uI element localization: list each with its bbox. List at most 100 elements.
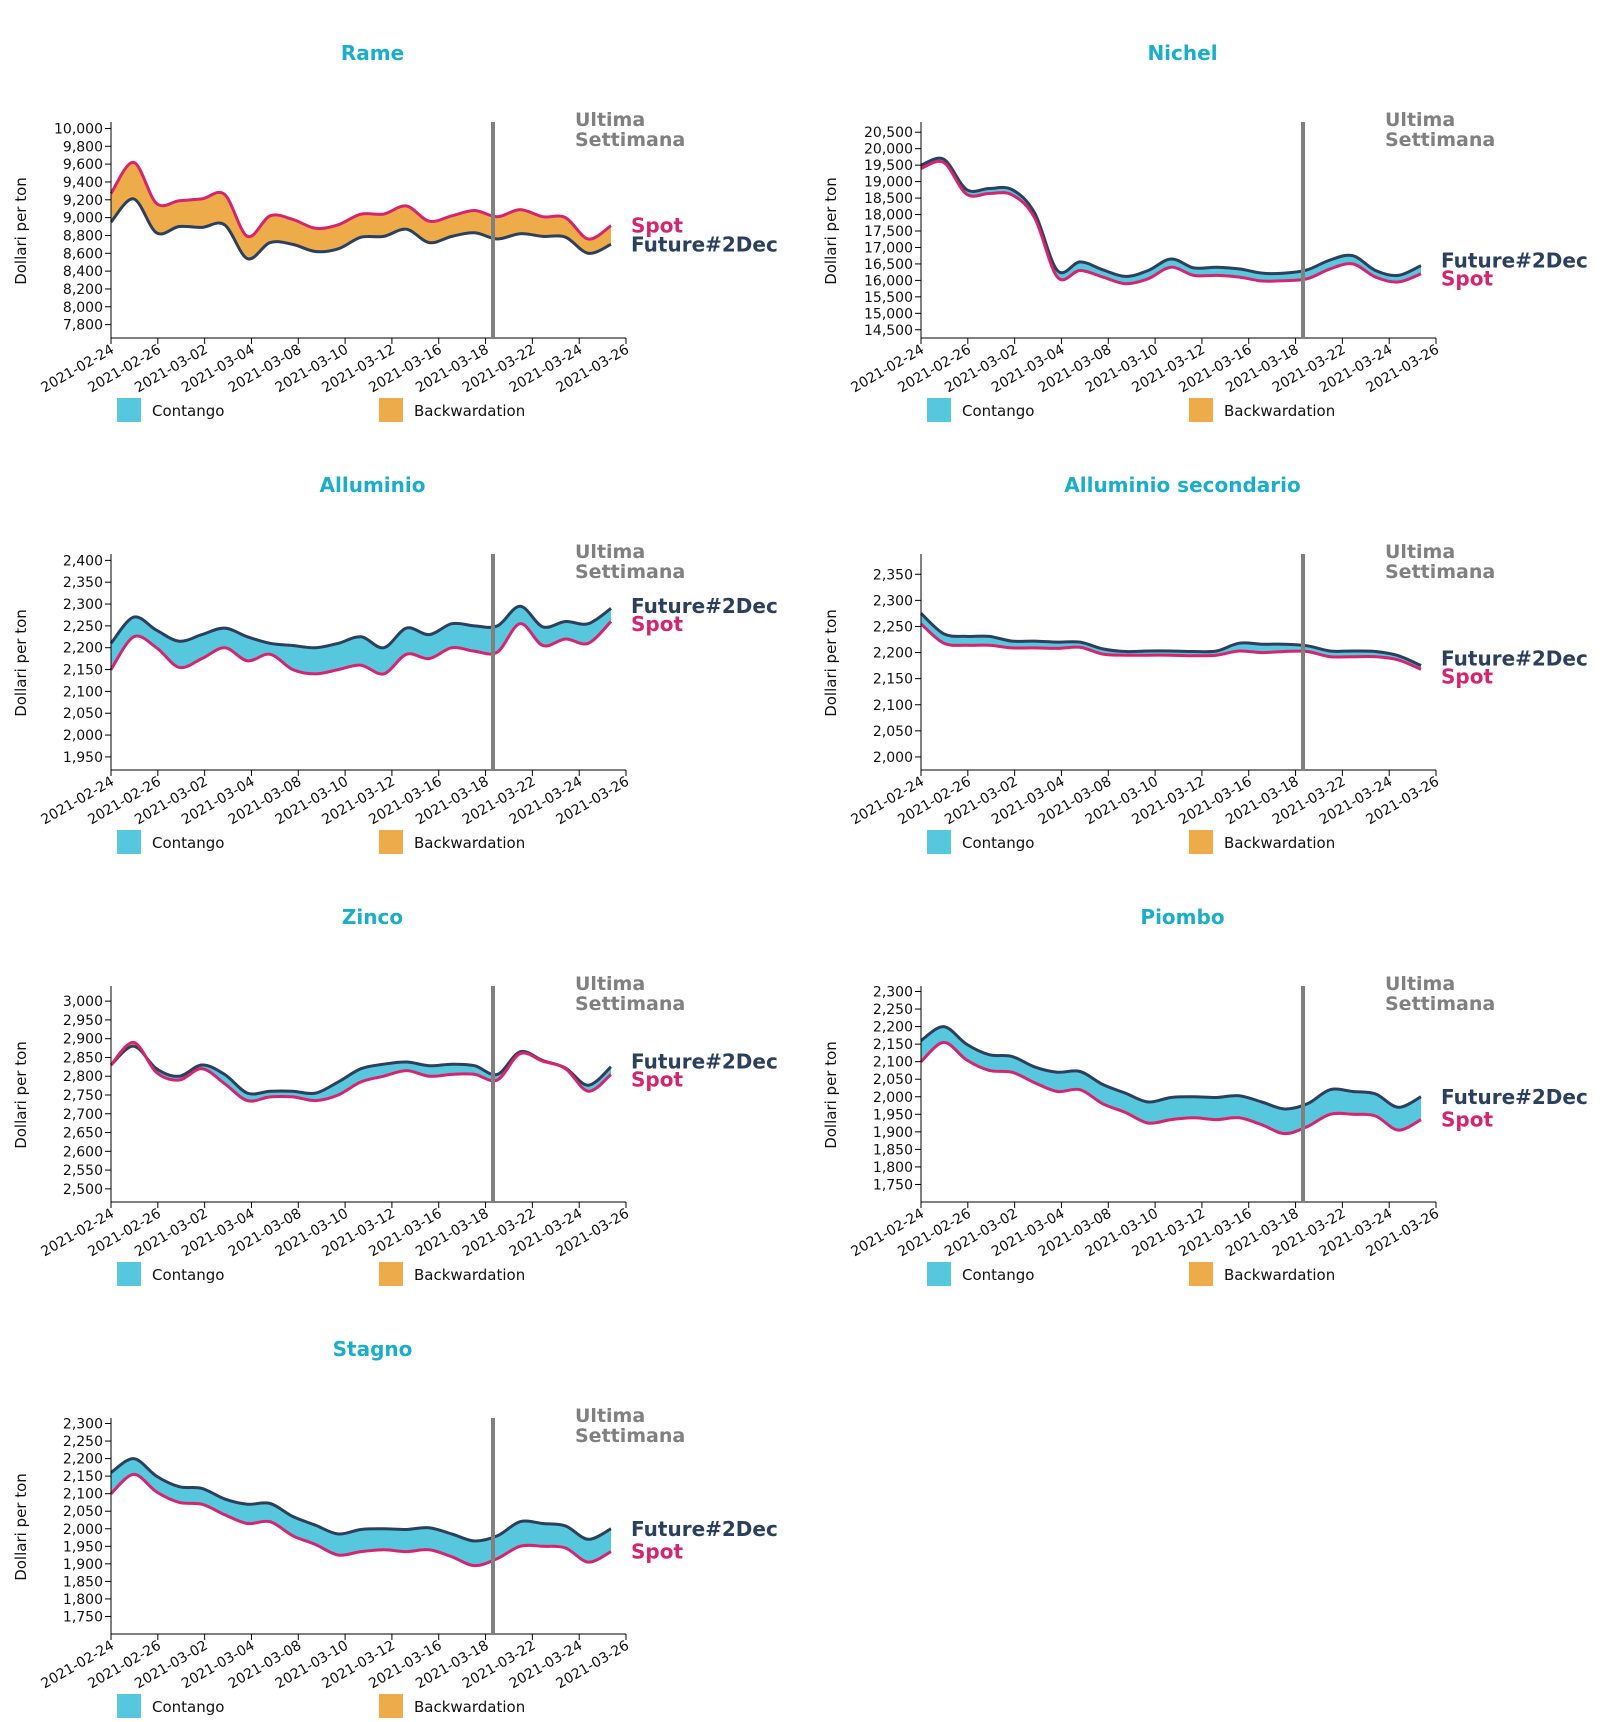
y-tick-label: 15,500: [864, 290, 913, 306]
y-tick-label: 2,950: [63, 1013, 103, 1029]
y-tick-label: 2,100: [63, 684, 103, 700]
y-tick-label: 2,300: [63, 1417, 103, 1433]
last-week-label-line1: Ultima: [1385, 541, 1455, 563]
y-axis-label: Dollari per ton: [822, 1041, 840, 1149]
y-tick-label: 2,800: [63, 1069, 103, 1085]
y-tick-label: 2,000: [63, 728, 103, 744]
y-axis-label: Dollari per ton: [822, 609, 840, 717]
y-tick-label: 2,300: [63, 597, 103, 613]
chart-title: Nichel: [1147, 41, 1217, 65]
y-tick-label: 1,900: [873, 1125, 913, 1141]
y-tick-label: 2,250: [63, 619, 103, 635]
spot-line: [919, 1040, 1422, 1136]
spot-end-label: Spot: [631, 1068, 683, 1092]
y-tick-label: 2,050: [873, 724, 913, 740]
y-tick-label: 17,500: [864, 224, 913, 240]
legend-contango-label: Contango: [962, 834, 1034, 852]
future-end-label: Future#2Dec: [631, 1517, 778, 1541]
y-tick-label: 2,350: [63, 575, 103, 591]
y-tick-label: 17,000: [864, 240, 913, 256]
y-tick-label: 2,250: [63, 1434, 103, 1450]
spot-line: [920, 159, 1422, 286]
y-tick-label: 2,150: [873, 1037, 913, 1053]
y-tick-label: 1,850: [63, 1574, 103, 1590]
legend-contango-label: Contango: [962, 1266, 1034, 1284]
chart-title: Alluminio secondario: [1064, 473, 1301, 497]
chart-nichel: Nichel 14,50015,00015,50016,00016,50017,0…: [822, 41, 1588, 422]
y-tick-label: 8,800: [63, 228, 103, 244]
y-tick-label: 19,000: [864, 175, 913, 191]
y-tick-label: 9,000: [63, 211, 103, 227]
chart-zinco: Zinco 2,500 2,550 2,600 2,650 2,700 2,750 2,800…: [12, 905, 778, 1286]
last-week-label-line1: Ultima: [575, 541, 645, 563]
future-end-label: Future#2Dec: [631, 1050, 778, 1074]
chart-title: Alluminio: [320, 473, 426, 497]
future-line: [919, 612, 1422, 667]
y-tick-label: 2,900: [63, 1032, 103, 1048]
last-week-label-line2: Settimana: [1385, 993, 1495, 1015]
y-tick-label: 1,950: [63, 1539, 103, 1555]
spot-line: [109, 160, 612, 241]
last-week-label-line1: Ultima: [575, 973, 645, 995]
y-tick-label: 2,200: [63, 1452, 103, 1468]
last-week-label-line2: Settimana: [575, 129, 685, 151]
spot-end-label: Spot: [1441, 1108, 1493, 1132]
contango-area: [111, 606, 611, 675]
future-line: [109, 604, 612, 650]
y-tick-label: 8,200: [63, 282, 103, 298]
y-tick-label: 2,100: [63, 1487, 103, 1503]
y-tick-label: 1,950: [873, 1107, 913, 1123]
y-tick-label: 1,800: [873, 1160, 913, 1176]
legend-contango-swatch: [927, 1262, 951, 1286]
y-tick-label: 20,000: [864, 142, 913, 158]
spot-end-label: Spot: [631, 214, 683, 238]
y-tick-label: 1,800: [63, 1592, 103, 1608]
y-tick-label: 9,200: [63, 193, 103, 209]
legend-backwardation-label: Backwardation: [414, 1698, 525, 1716]
legend-contango-label: Contango: [962, 402, 1034, 420]
y-tick-label: 2,400: [63, 553, 103, 569]
y-tick-label: 9,400: [63, 175, 103, 191]
y-tick-label: 20,500: [864, 125, 913, 141]
last-week-label-line2: Settimana: [1385, 129, 1495, 151]
chart-title: Zinco: [342, 905, 403, 929]
spot-line: [109, 620, 613, 676]
y-tick-label: 2,300: [873, 985, 913, 1001]
spot-line: [109, 1472, 612, 1568]
y-tick-label: 2,650: [63, 1126, 103, 1142]
y-tick-label: 2,000: [63, 1522, 103, 1538]
legend-contango-swatch: [117, 830, 141, 854]
legend-contango-label: Contango: [152, 1266, 224, 1284]
last-week-label-line2: Settimana: [1385, 561, 1495, 583]
y-axis-label: Dollari per ton: [12, 609, 30, 717]
y-tick-label: 7,800: [63, 318, 103, 334]
y-tick-label: 1,950: [63, 750, 103, 766]
legend-backwardation-label: Backwardation: [1224, 402, 1335, 420]
legend-backwardation-swatch: [379, 1262, 403, 1286]
last-week-label-line1: Ultima: [575, 109, 645, 131]
backwardation-area: [921, 1042, 1421, 1110]
chart-alluminio: Alluminio 1,950 2,000 2,050 2,100 2,150 2,200 2…: [12, 473, 778, 854]
legend-backwardation-label: Backwardation: [1224, 1266, 1335, 1284]
y-tick-label: 2,550: [63, 1163, 103, 1179]
spot-end-label: Spot: [1441, 267, 1493, 291]
legend-backwardation-swatch: [379, 1694, 403, 1718]
spot-line: [109, 1040, 612, 1103]
y-tick-label: 2,700: [63, 1107, 103, 1123]
future-line: [920, 1025, 1422, 1111]
legend-contango-swatch: [117, 1694, 141, 1718]
future-end-label: Future#2Dec: [1441, 1085, 1588, 1109]
y-tick-label: 8,600: [63, 246, 103, 262]
y-tick-label: 2,150: [873, 672, 913, 688]
legend-backwardation-label: Backwardation: [414, 402, 525, 420]
future-end-label: Future#2Dec: [631, 232, 778, 256]
future-end-label: Future#2Dec: [1441, 249, 1588, 273]
future-end-label: Future#2Dec: [1441, 646, 1588, 670]
y-tick-label: 2,350: [873, 567, 913, 583]
chart-title: Rame: [341, 41, 404, 65]
y-tick-label: 2,150: [63, 1469, 103, 1485]
y-tick-label: 2,250: [873, 1002, 913, 1018]
